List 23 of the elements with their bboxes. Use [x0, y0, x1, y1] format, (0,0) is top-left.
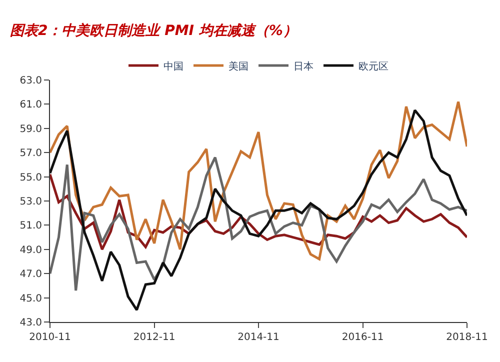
y-tick-label: 49.0 — [20, 244, 42, 256]
y-tick-label: 61.0 — [20, 100, 42, 111]
x-tick-label: 2010-11 — [29, 332, 71, 343]
y-tick-label: 51.0 — [20, 220, 42, 232]
line-series — [50, 109, 467, 312]
legend-label: 中国 — [164, 60, 184, 72]
y-tick-label: 45.0 — [20, 293, 42, 304]
x-tick-label: 2016-11 — [342, 332, 384, 343]
x-tick-label: 2014-11 — [238, 332, 280, 343]
y-tick-label: 53.0 — [20, 196, 42, 208]
legend-label: 欧元区 — [358, 61, 388, 72]
y-tick-label: 63.0 — [20, 76, 42, 86]
y-tick-label: 59.0 — [20, 124, 42, 135]
legend-label: 日本 — [294, 60, 314, 72]
line-series — [50, 156, 467, 292]
legend-label: 美国 — [228, 60, 248, 72]
y-tick-label: 47.0 — [20, 269, 42, 280]
x-tick-label: 2012-11 — [133, 332, 176, 343]
y-tick-label: 43.0 — [20, 318, 42, 328]
x-tick-label: 2018-11 — [446, 332, 488, 343]
y-tick-label: 57.0 — [20, 148, 42, 160]
y-tick-label: 55.0 — [20, 172, 42, 184]
chart-title: 图表2：中美欧日制造业 PMI 均在减速（%） — [10, 22, 297, 40]
